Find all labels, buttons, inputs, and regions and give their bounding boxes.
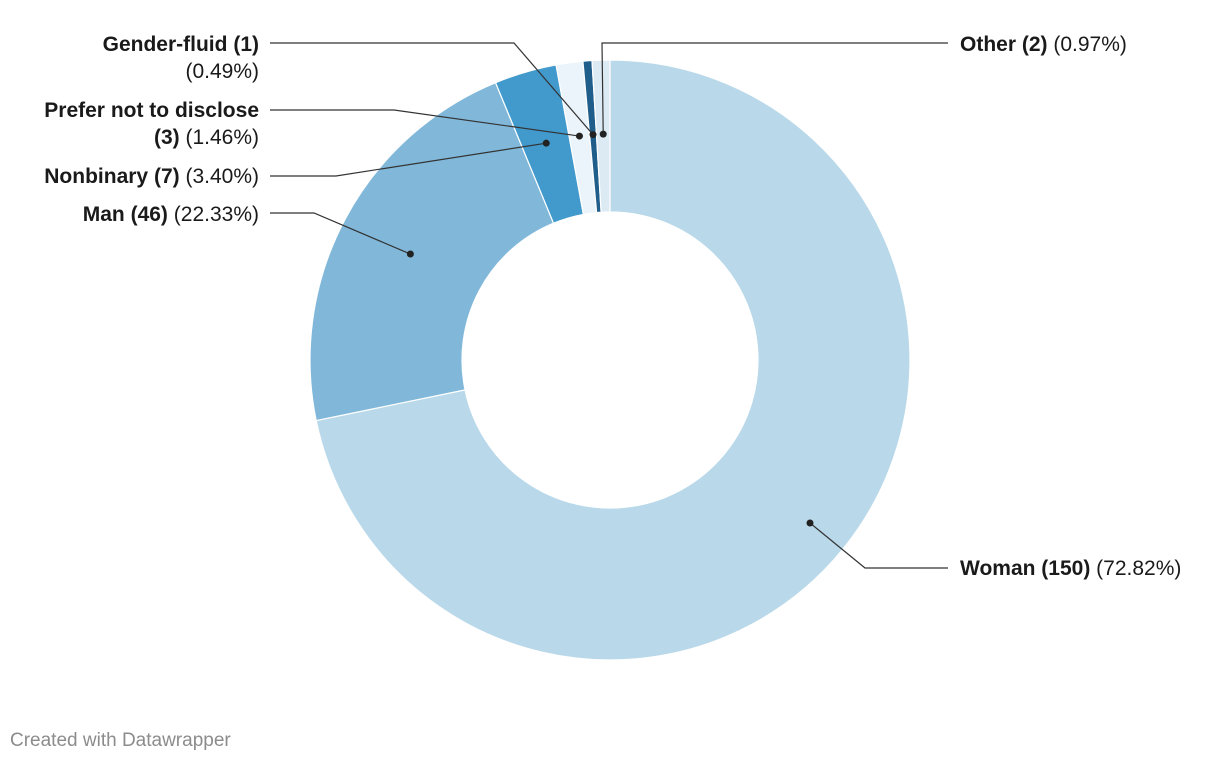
leader-dot-gender-fluid (589, 131, 597, 139)
label-gender-fluid: Gender-fluid (1) (0.49%) (103, 31, 259, 85)
leader-dot-nonbinary (542, 139, 550, 147)
label-nonbinary-percent: (3.40%) (185, 165, 259, 188)
label-nonbinary-count: (7) (153, 165, 180, 188)
slice-man (309, 81, 555, 422)
label-prefer-not-name: Prefer not to disclose (44, 99, 259, 122)
label-gender-fluid-percent: (0.49%) (185, 60, 259, 83)
label-other-percent: (0.97%) (1053, 33, 1127, 56)
leader-dot-prefer-not-to-disclose (575, 132, 583, 140)
label-other-count: (2) (1021, 33, 1048, 56)
label-nonbinary-name: Nonbinary (44, 165, 149, 188)
leader-dot-other (599, 130, 607, 138)
label-gender-fluid-name: Gender-fluid (102, 33, 228, 56)
donut-slices (309, 59, 911, 661)
label-nonbinary: Nonbinary (7) (3.40%) (44, 163, 259, 190)
leader-line-woman (809, 522, 948, 569)
label-prefer-not-count: (3) (153, 126, 180, 149)
label-woman-count: (150) (1041, 557, 1091, 580)
leader-line-man (270, 212, 411, 255)
leader-dot-man (406, 250, 414, 258)
label-gender-fluid-count: (1) (233, 33, 259, 56)
label-woman-percent: (72.82%) (1096, 557, 1182, 580)
label-man-name: Man (82, 203, 125, 226)
leader-lines (270, 42, 948, 569)
label-woman: Woman (150) (72.82%) (960, 555, 1181, 582)
leader-line-prefer-not-to-disclose (270, 109, 580, 137)
slice-woman (315, 59, 911, 661)
label-man-percent: (22.33%) (173, 203, 259, 226)
label-other-name: Other (960, 33, 1017, 56)
credit-text: Created with Datawrapper (10, 730, 231, 751)
label-man: Man (46) (22.33%) (83, 201, 259, 228)
leader-line-gender-fluid (270, 42, 594, 136)
label-prefer-not-percent: (1.46%) (185, 126, 259, 149)
label-man-count: (46) (130, 203, 168, 226)
leader-line-other (601, 42, 948, 135)
leader-dot-woman (806, 519, 814, 527)
label-prefer-not: Prefer not to disclose (3) (1.46%) (44, 97, 259, 151)
label-other: Other (2) (0.97%) (960, 31, 1127, 58)
label-woman-name: Woman (960, 557, 1036, 580)
leader-line-nonbinary (270, 142, 547, 177)
